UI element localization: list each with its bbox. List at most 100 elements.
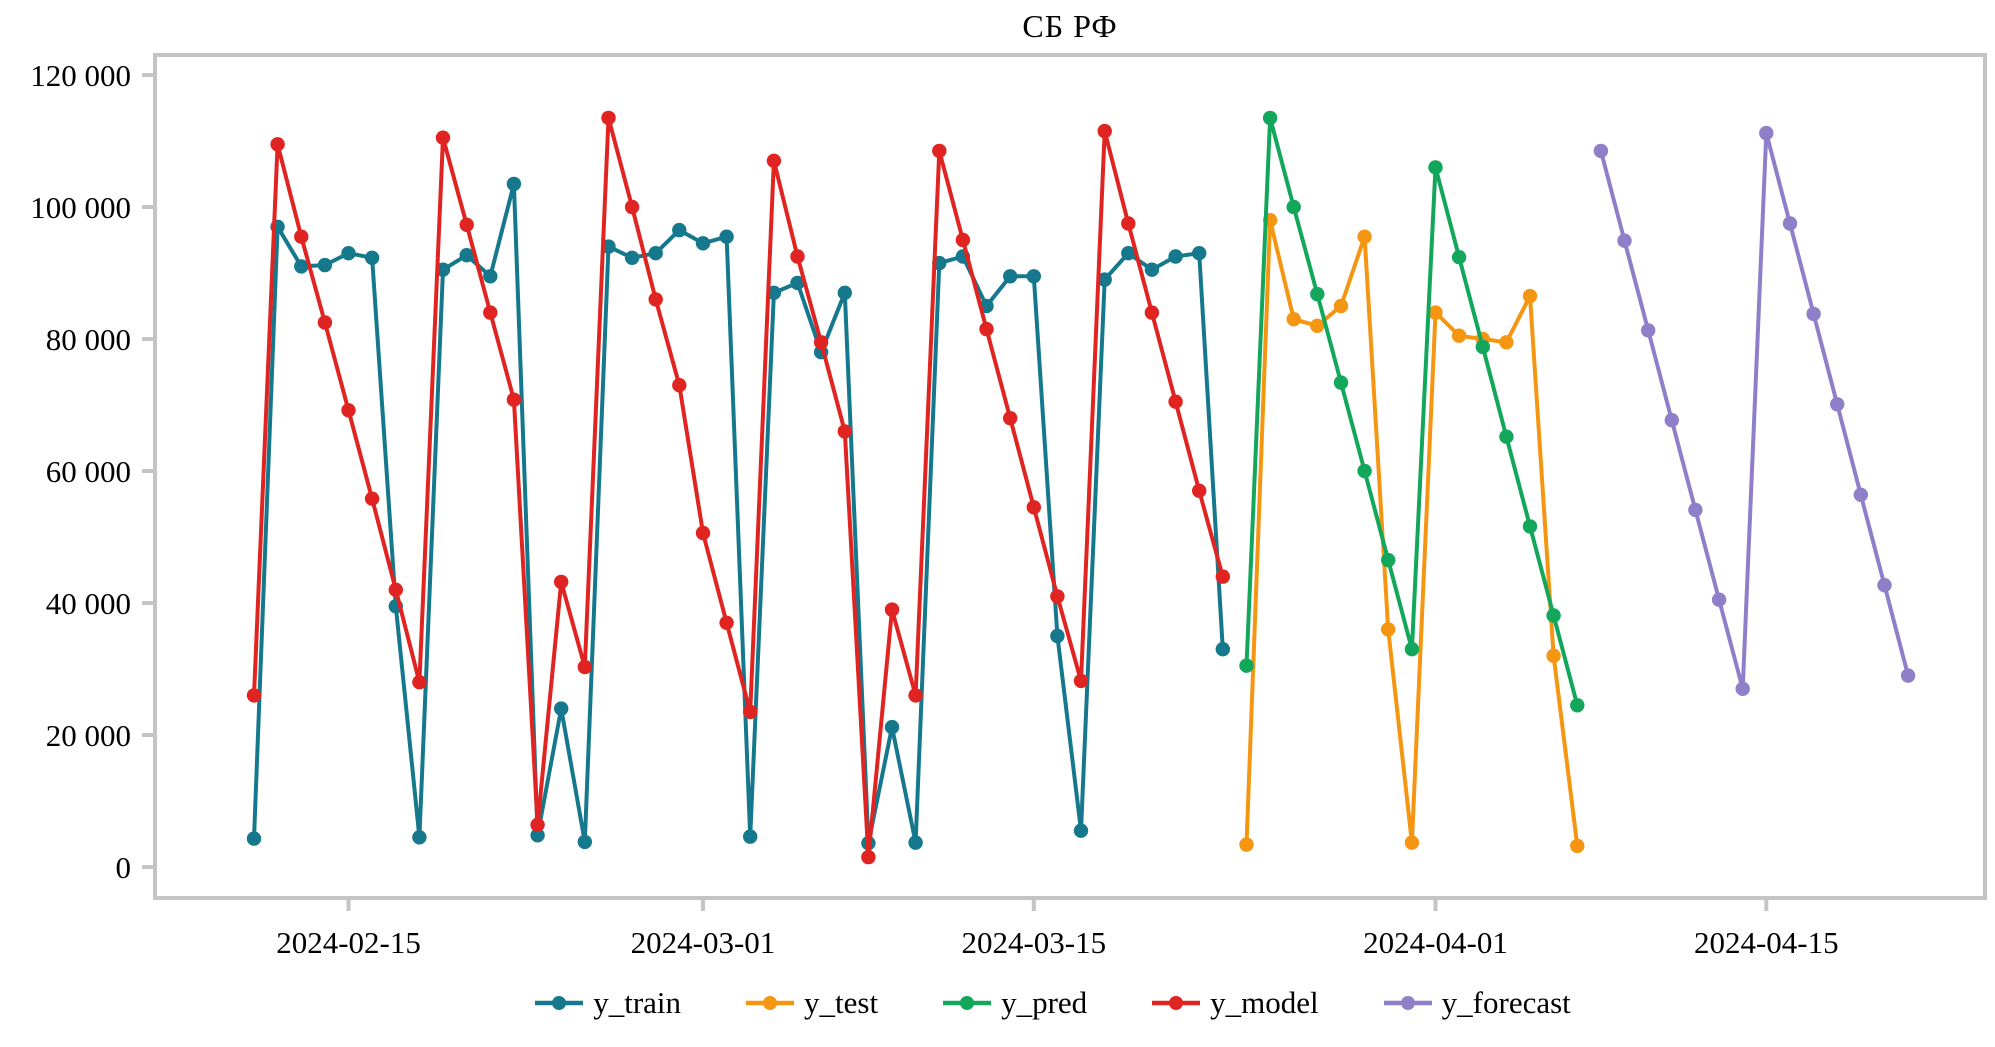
series-y_train-point	[554, 701, 569, 716]
series-y_model-point	[270, 137, 285, 152]
series-y_pred-point	[1546, 608, 1561, 623]
legend-label-y_pred: y_pred	[1001, 985, 1088, 1020]
series-y_model-point	[955, 232, 971, 248]
series-y_pred-point	[1570, 698, 1585, 713]
series-y_model-point	[483, 305, 498, 320]
legend-label-y_model: y_model	[1210, 985, 1319, 1020]
series-y_model-point	[861, 849, 876, 865]
series-y_train-point	[695, 236, 711, 251]
series-y_model-point	[246, 688, 262, 703]
series-y_test-point	[1546, 648, 1561, 663]
series-y_train-point	[577, 834, 592, 850]
series-y_train-point	[1121, 246, 1136, 261]
series-y_train-point	[1215, 642, 1231, 657]
series-y_model-point	[601, 110, 616, 126]
x-tick-label: 2024-04-01	[1363, 925, 1508, 960]
series-y_test-point	[1381, 622, 1396, 637]
series-y_model-point	[341, 403, 356, 418]
series-y_model-point	[317, 315, 333, 330]
y-tick-label: 120 000	[30, 58, 131, 93]
series-y_model-point	[435, 130, 451, 145]
series-y_model-point	[1050, 589, 1065, 604]
series-y_pred-point	[1357, 463, 1372, 479]
series-y_test-point	[1286, 312, 1301, 327]
legend-label-y_train: y_train	[593, 985, 682, 1020]
series-y_model-point	[695, 525, 711, 541]
legend-item-y_model: y_model	[1151, 985, 1319, 1021]
series-y_train-point	[1026, 269, 1042, 284]
series-y_forecast-point	[1806, 306, 1821, 322]
series-y_forecast-point	[1641, 323, 1656, 338]
series-y_pred-markers	[1239, 110, 1585, 713]
series-y_model-point	[1144, 305, 1160, 320]
series-y_train-point	[790, 275, 805, 291]
series-y_model-point	[672, 378, 687, 393]
series-y_model-point	[884, 602, 900, 617]
series-y_model-point	[1215, 569, 1231, 584]
legend-marker-y_train	[535, 996, 584, 1010]
series-y_test-point	[1310, 318, 1325, 333]
series-y_train-point	[530, 828, 545, 843]
series-y_model-point	[1168, 394, 1183, 409]
series-y_model-point	[790, 249, 805, 264]
y-tick-label: 80 000	[46, 322, 131, 357]
series-y_model-point	[813, 335, 829, 350]
series-y_model-point	[932, 143, 947, 159]
series-y_train-point	[884, 719, 900, 735]
series-y_train-point	[1168, 249, 1183, 264]
series-y_forecast-point	[1830, 397, 1845, 412]
series-y_model-point	[554, 574, 569, 590]
series-y_model-point	[1073, 673, 1089, 689]
legend-dot-icon	[1169, 996, 1184, 1010]
legend-item-y_train: y_train	[534, 985, 681, 1021]
series-y_model-markers	[246, 110, 1231, 865]
series-y_train-point	[483, 269, 498, 284]
y-tick-label: 40 000	[46, 586, 131, 621]
series-y_forecast-point	[1900, 668, 1916, 683]
series-y_train-point	[1003, 269, 1018, 284]
series-y_model-point	[294, 229, 309, 244]
series-y_train-point	[648, 246, 663, 261]
legend: y_train y_test y_pred y_model y_forecast	[0, 985, 1995, 1021]
series-y_forecast-point	[1759, 125, 1774, 141]
series-y_test-point	[1499, 335, 1514, 350]
series-y_pred-point	[1262, 110, 1278, 126]
series-y_forecast-point	[1688, 502, 1703, 518]
series-y_train-point	[412, 830, 427, 845]
legend-item-y_pred: y_pred	[942, 985, 1087, 1021]
series-y_pred-point	[1475, 339, 1491, 355]
chart-title: СБ РФ	[1022, 8, 1118, 44]
series-y_pred-point	[1499, 429, 1514, 444]
series-y_model-line	[252, 115, 1225, 860]
series-y_train-point	[341, 246, 356, 261]
series-y_train-point	[624, 250, 640, 265]
legend-label-y_forecast: y_forecast	[1441, 985, 1571, 1020]
series-y_pred-point	[1381, 552, 1396, 568]
y-tick-label: 20 000	[46, 718, 131, 753]
series-y_model-point	[837, 424, 852, 439]
x-tick-label: 2024-04-15	[1694, 925, 1839, 960]
series-y_train-point	[1144, 262, 1160, 277]
plot-frame	[153, 53, 1987, 900]
series-y_train-point	[364, 250, 380, 265]
series-y_train-point	[506, 176, 522, 192]
series-y_test-point	[1357, 229, 1372, 244]
series-y_model-point	[1097, 123, 1112, 139]
series-y_pred-point	[1333, 375, 1349, 390]
series-y_model-point	[412, 675, 427, 690]
series-y_train-point	[1097, 272, 1112, 287]
series-y_test-point	[1239, 837, 1254, 852]
legend-marker-y_pred	[943, 996, 992, 1010]
series-y_model-point	[979, 321, 994, 337]
series-y_pred-point	[1239, 658, 1254, 673]
series-y_model-point	[1026, 500, 1042, 515]
series-y_model-point	[719, 615, 734, 630]
series-y_model-point	[648, 292, 663, 307]
series-y_train-point	[1073, 823, 1089, 838]
series-y_test-point	[1570, 838, 1585, 854]
series-y_model-point	[1192, 483, 1207, 498]
series-y_model-point	[364, 491, 380, 506]
legend-dot-icon	[960, 996, 975, 1010]
